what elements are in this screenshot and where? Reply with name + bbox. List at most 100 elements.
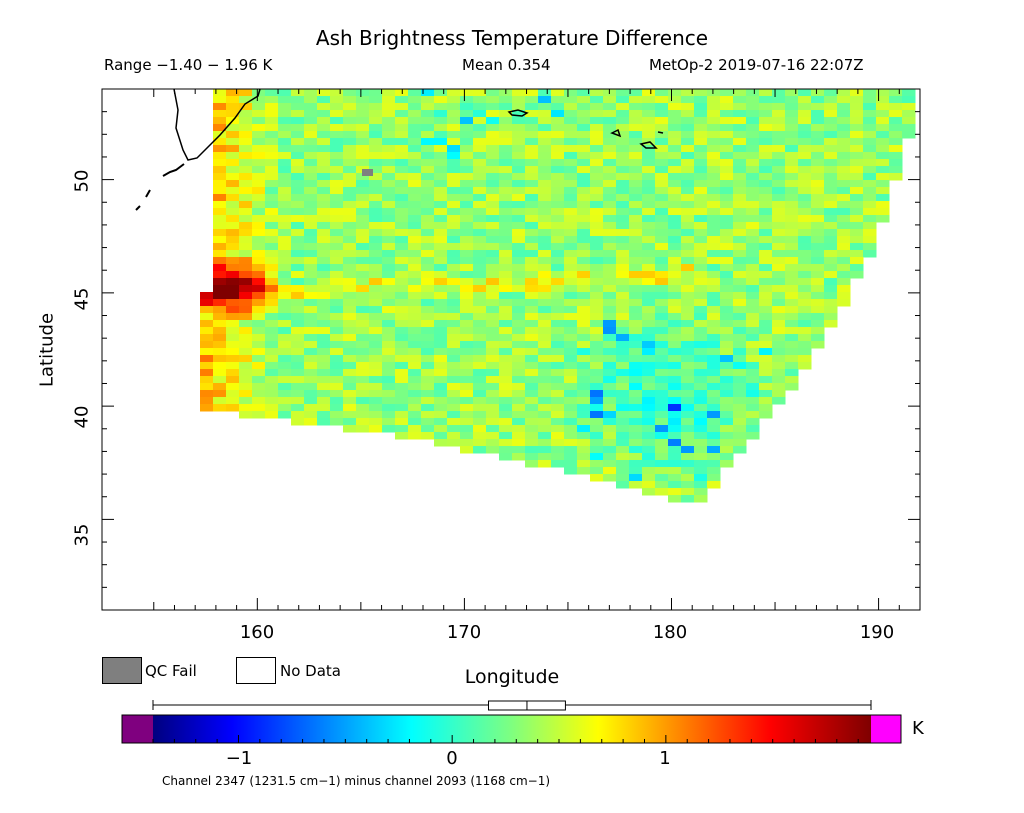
swath-pixel [668, 390, 682, 398]
swath-pixel [824, 187, 838, 195]
swath-pixel [876, 187, 890, 195]
swath-pixel [369, 425, 383, 433]
swath-pixel [252, 243, 266, 251]
swath-pixel [538, 320, 552, 328]
swath-pixel [330, 355, 344, 363]
swath-pixel [603, 96, 617, 104]
swath-pixel [265, 285, 279, 293]
swath-pixel [837, 103, 851, 111]
swath-pixel [473, 201, 487, 209]
swath-pixel [226, 327, 240, 335]
swath-pixel [564, 418, 578, 426]
swath-pixel [499, 285, 513, 293]
swath-pixel [473, 355, 487, 363]
swath-pixel [213, 285, 227, 293]
swath-pixel [304, 257, 318, 265]
swath-pixel [707, 271, 721, 279]
swath-pixel [291, 243, 305, 251]
swath-pixel [317, 327, 331, 335]
swath-pixel [850, 180, 864, 188]
swath-pixel [616, 124, 630, 132]
swath-pixel [590, 439, 604, 447]
swath-pixel [239, 166, 253, 174]
swath-pixel [447, 208, 461, 216]
swath-pixel [304, 313, 318, 321]
swath-pixel [395, 411, 409, 419]
swath-pixel [434, 243, 448, 251]
swath-pixel [616, 390, 630, 398]
swath-pixel [278, 180, 292, 188]
swath-pixel [772, 390, 786, 398]
swath-pixel [278, 117, 292, 125]
swath-pixel [772, 222, 786, 230]
swath-pixel [395, 404, 409, 412]
swath-pixel [759, 306, 773, 314]
swath-pixel [629, 369, 643, 377]
swath-pixel [499, 383, 513, 391]
swath-pixel [577, 159, 591, 167]
swath-pixel [369, 271, 383, 279]
swath-pixel [642, 320, 656, 328]
swath-pixel [473, 110, 487, 118]
swath-pixel [564, 320, 578, 328]
swath-pixel [252, 411, 266, 419]
swath-pixel [447, 117, 461, 125]
swath-pixel [525, 257, 539, 265]
swath-pixel [837, 96, 851, 104]
swath-pixel [811, 313, 825, 321]
swath-pixel [421, 383, 435, 391]
swath-pixel [291, 103, 305, 111]
swath-pixel [525, 439, 539, 447]
swath-pixel [759, 278, 773, 286]
swath-pixel [278, 96, 292, 104]
swath-pixel [408, 320, 422, 328]
swath-pixel [421, 250, 435, 258]
swath-pixel [824, 138, 838, 146]
swath-pixel [460, 348, 474, 356]
channel-note: Channel 2347 (1231.5 cm−1) minus channel… [162, 774, 551, 788]
swath-pixel [408, 257, 422, 265]
swath-pixel [603, 467, 617, 475]
swath-pixel [759, 404, 773, 412]
swath-pixel [538, 313, 552, 321]
swath-pixel [252, 222, 266, 230]
swath-pixel [291, 418, 305, 426]
swath-pixel [239, 390, 253, 398]
swath-pixel [759, 243, 773, 251]
swath-pixel [525, 96, 539, 104]
swath-pixel [655, 334, 669, 342]
swath-pixel [226, 173, 240, 181]
swath-pixel [772, 257, 786, 265]
swath-pixel [798, 334, 812, 342]
swath-pixel [798, 250, 812, 258]
swath-pixel [694, 159, 708, 167]
swath-pixel [226, 362, 240, 370]
swath-pixel [369, 383, 383, 391]
swath-pixel [564, 117, 578, 125]
swath-pixel [642, 187, 656, 195]
swath-pixel [291, 320, 305, 328]
swath-pixel [564, 404, 578, 412]
swath-pixel [577, 369, 591, 377]
swath-pixel [343, 313, 357, 321]
swath-pixel [447, 222, 461, 230]
swath-pixel [720, 103, 734, 111]
swath-pixel [304, 334, 318, 342]
swath-pixel [499, 376, 513, 384]
swath-pixel [772, 292, 786, 300]
swath-pixel [590, 180, 604, 188]
swath-pixel [395, 138, 409, 146]
swath-pixel [733, 355, 747, 363]
swath-pixel [603, 180, 617, 188]
swath-pixel [525, 117, 539, 125]
swath-pixel [603, 103, 617, 111]
swath-pixel [590, 334, 604, 342]
swath-pixel [512, 96, 526, 104]
swath-pixel [590, 264, 604, 272]
swath-pixel [447, 131, 461, 139]
swath-pixel [213, 187, 227, 195]
swath-pixel [252, 215, 266, 223]
swath-pixel [590, 124, 604, 132]
colorbar-frame [121, 714, 902, 744]
swath-pixel [330, 96, 344, 104]
